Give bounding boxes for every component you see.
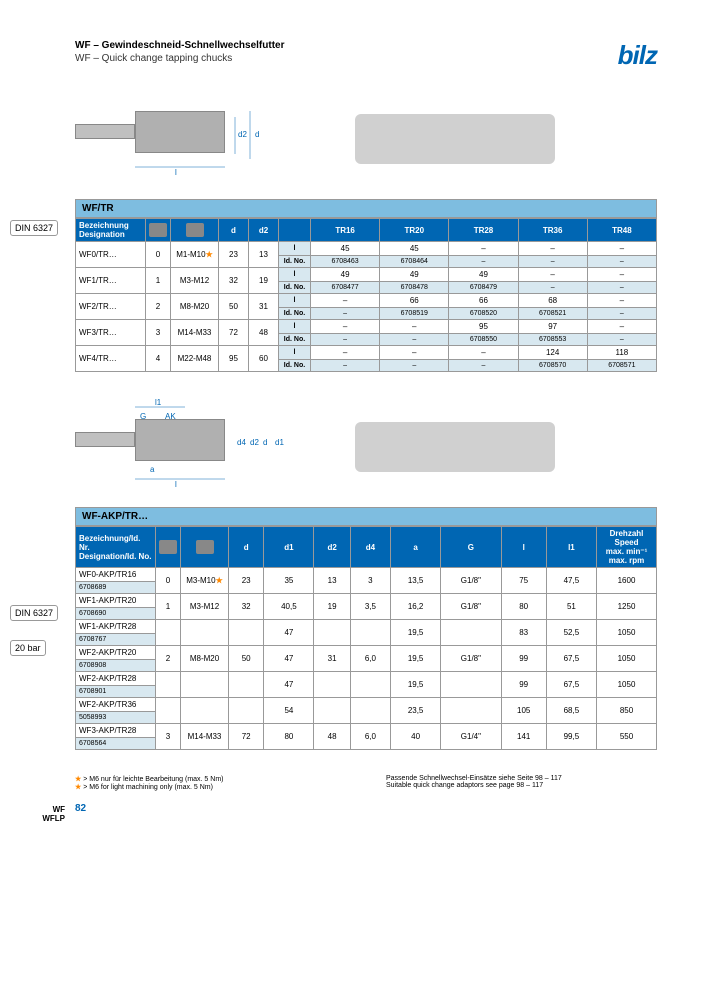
footnote1-en: > M6 for light machining only (max. 5 Nm… [83, 784, 213, 791]
table1-hdr-tr16: TR16 [311, 219, 380, 242]
table1-hdr-d2: d2 [249, 219, 279, 242]
table1-hdr-tr36: TR36 [518, 219, 587, 242]
table1-hdr-tr48: TR48 [587, 219, 656, 242]
footnote2-en: Suitable quick change adaptors see page … [386, 782, 657, 789]
table2-hdr-d: d [229, 527, 264, 568]
table-row: WF3-AKP/TR28 3 M14-M33 72 80 48 6,0 40 G… [76, 724, 657, 738]
table1-hdr-tr28: TR28 [449, 219, 518, 242]
table1: Bezeichnung Designation d d2 TR16 TR20 T… [75, 218, 657, 372]
product-photo-1 [355, 114, 555, 164]
table2-hdr-speed-u2: max. rpm [609, 556, 645, 565]
svg-text:AK: AK [165, 412, 176, 421]
table-row: WF1-AKP/TR28 47 19,5 83 52,5 1050 [76, 620, 657, 634]
svg-text:d: d [263, 438, 267, 447]
size-icon [149, 223, 167, 237]
footnote1-de: > M6 nur für leichte Bearbeitung (max. 5… [83, 776, 223, 783]
table2-hdr-speed-de: Drehzahl [610, 529, 644, 538]
product-diagram-2: l1 G AK d4 d2 d d1 a l [75, 407, 295, 487]
table2-hdr-d4: d4 [350, 527, 390, 568]
range-icon [186, 223, 204, 237]
table1-hdr-d: d [219, 219, 249, 242]
page-number: 82 [75, 803, 86, 814]
table2-hdr-speed-u1: max. min⁻¹ [606, 547, 648, 556]
table2-hdr-l1: l1 [546, 527, 596, 568]
table1-hdr-bez-de: Bezeichnung [79, 221, 129, 230]
page-title-de: WF – Gewindeschneid-Schnellwechselfutter [75, 40, 657, 51]
din-badge-2: DIN 6327 [10, 605, 58, 621]
table-row: WF2-AKP/TR36 54 23,5 105 68,5 850 [76, 698, 657, 712]
table2-hdr-a: a [391, 527, 441, 568]
svg-text:d1: d1 [275, 438, 284, 447]
page-title-en: WF – Quick change tapping chucks [75, 53, 657, 64]
svg-text:d2: d2 [238, 130, 247, 139]
table-row: WF4/TR… 4 M22-M48 95 60 l –––124118 [76, 346, 657, 360]
svg-text:a: a [150, 465, 155, 474]
table-row: WF2/TR… 2 M8-M20 50 31 l –666668– [76, 294, 657, 308]
table-row: WF0/TR… 0 M1-M10★ 23 13 l 4545––– [76, 242, 657, 256]
svg-text:d4: d4 [237, 438, 246, 447]
table-row: WF3/TR… 3 M14-M33 72 48 l ––9597– [76, 320, 657, 334]
svg-text:l: l [175, 168, 177, 177]
table2: Bezeichnung/Id. Nr. Designation/Id. No. … [75, 526, 657, 750]
svg-text:d2: d2 [250, 438, 259, 447]
table1-hdr-tr20: TR20 [380, 219, 449, 242]
pressure-badge: 20 bar [10, 640, 46, 656]
table2-title: WF-AKP/TR… [75, 507, 657, 526]
product-photo-2 [355, 422, 555, 472]
size-icon-2 [159, 540, 177, 554]
table1-title: WF/TR [75, 199, 657, 218]
footnote2-de: Passende Schnellwechsel-Einsätze siehe S… [386, 775, 657, 782]
table1-hdr-bez-en: Designation [79, 230, 125, 239]
footer-tab: WFWFLP [10, 805, 65, 824]
table-row: WF1-AKP/TR20 1 M3-M12 32 40,5 19 3,5 16,… [76, 594, 657, 608]
product-diagram-1: d2 d l [75, 99, 295, 179]
table-row: WF0-AKP/TR16 0 M3-M10★ 23 35 13 3 13,5 G… [76, 568, 657, 582]
svg-text:l: l [175, 480, 177, 489]
din-badge-1: DIN 6327 [10, 220, 58, 236]
table-row: WF1/TR… 1 M3-M12 32 19 l 494949–– [76, 268, 657, 282]
table-row: WF2-AKP/TR28 47 19,5 99 67,5 1050 [76, 672, 657, 686]
table2-hdr-speed-en: Speed [614, 538, 638, 547]
table2-hdr-d1: d1 [264, 527, 314, 568]
table2-hdr-l: l [501, 527, 546, 568]
table2-hdr-g: G [441, 527, 501, 568]
table2-hdr-bez-en: Designation/Id. No. [79, 552, 151, 561]
svg-text:G: G [140, 412, 146, 421]
table2-hdr-bez-de: Bezeichnung/Id. Nr. [79, 534, 140, 552]
table2-hdr-d2: d2 [314, 527, 350, 568]
range-icon-2 [196, 540, 214, 554]
table-row: WF2-AKP/TR20 2 M8-M20 50 47 31 6,0 19,5 … [76, 646, 657, 660]
svg-text:d: d [255, 130, 259, 139]
star-icon: ★ [75, 776, 81, 783]
svg-text:l1: l1 [155, 398, 162, 407]
brand-logo: bilz [618, 40, 657, 71]
